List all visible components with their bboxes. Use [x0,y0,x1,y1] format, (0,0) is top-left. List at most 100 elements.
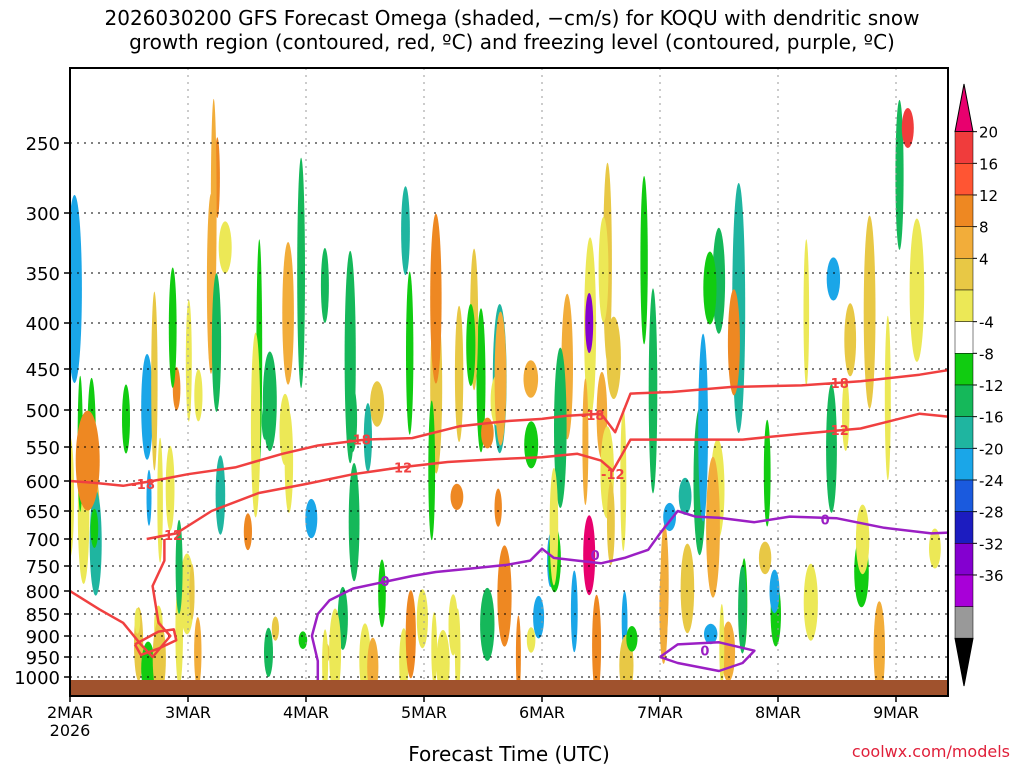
omega-cell [264,627,273,678]
y-tick-label: 350 [26,264,60,285]
omega-cell [194,617,202,688]
x-tick-label: 2MAR [47,703,93,722]
ground-strip [70,680,948,696]
plot-frame [69,67,949,697]
omega-shading [70,98,941,696]
omega-cell [719,604,725,687]
contour-label: -12 [159,529,183,544]
colorbar-label: -32 [979,535,1004,553]
y-tick-label: 950 [26,648,60,669]
colorbar-label: -16 [979,409,1004,427]
omega-cell [215,455,226,535]
omega-cell [758,541,772,575]
contour-label: -18 [581,409,605,424]
y-tick-label: 300 [26,204,60,225]
omega-cell [549,468,559,586]
colorbar-swatch [954,226,974,259]
omega-cell [704,623,718,645]
omega-cell [378,559,386,628]
contour-label: -12 [825,424,849,439]
omega-cell [436,630,450,696]
omega-cell [405,590,416,679]
colorbar-label: 16 [979,155,998,173]
omega-cell [250,332,261,518]
omega-cell [146,469,152,526]
omega-cell [320,248,329,323]
omega-cell [524,421,539,469]
omega-cell [842,378,850,451]
colorbar-label: -28 [979,504,1004,522]
x-tick-label: 3MAR [165,703,211,722]
omega-cell [497,545,512,647]
colorbar-swatch [954,574,974,607]
omega-cell [271,616,279,641]
colorbar-label: 4 [979,250,989,268]
omega-cell [570,570,578,653]
omega-cell [607,481,615,566]
omega-cell [769,569,780,614]
colorbar-label: -12 [979,377,1004,395]
omega-cell [626,626,638,652]
contour-label: 0 [381,575,390,590]
colorbar-swatch [954,448,974,481]
omega-cell [157,437,163,563]
omega-cell [582,378,589,506]
omega-cell [344,250,356,464]
omega-cell [640,176,648,345]
colorbar-swatch [954,606,974,639]
omega-cell [430,213,442,384]
x-tick-label: 4MAR [283,703,329,722]
colorbar-swatch [954,194,974,227]
omega-cell [305,498,318,539]
omega-cell [189,564,195,620]
y-tick-label: 500 [26,401,60,422]
omega-cell [803,239,810,386]
omega-cell [322,629,329,696]
credit-link[interactable]: coolwx.com/models [851,742,1010,761]
omega-cell [706,456,720,598]
omega-cell [416,589,428,649]
contour-dgz [133,628,178,657]
omega-cell [659,552,668,664]
colorbar-label: -36 [979,567,1004,585]
omega-cell [70,194,82,384]
omega-cell [243,513,252,551]
omega-cell [151,291,158,471]
contour-label: -18 [347,434,371,449]
omega-cell [406,271,414,435]
omega-cell [680,543,695,634]
omega-cell [606,316,621,399]
omega-cell [909,218,925,362]
omega-cell [175,519,183,614]
y-tick-label: 700 [26,530,60,551]
omega-cell [494,488,502,527]
omega-cell [884,315,891,481]
colorbar: 20 16 12 8 4 -4 -8 -12 -16 -20 -24 -28 -32 -36 [954,83,1004,687]
colorbar-swatch [954,289,974,322]
omega-cell [168,267,177,388]
omega-cell [165,445,175,531]
colorbar-swatch [954,321,974,354]
omega-cell [282,241,294,385]
y-tick-label: 550 [26,438,60,459]
y-tick-label: 800 [26,582,60,603]
x-axis-label: Forecast Time (UTC) [408,742,610,766]
omega-cell [598,217,609,323]
omega-cell [844,303,857,377]
omega-cell [75,410,100,511]
x-tick-label: 9MAR [873,703,919,722]
colorbar-swatch [954,131,974,164]
y-tick-label: 850 [26,605,60,626]
colorbar-swatch [954,384,974,417]
omega-cell [826,257,841,301]
omega-cell [895,99,904,250]
omega-cell [678,477,692,515]
omega-cell [583,515,596,596]
omega-cell [454,608,461,696]
colorbar-label: -20 [979,440,1004,458]
omega-cell [901,108,914,148]
contour-dgz [70,368,948,488]
omega-cell [476,308,486,453]
